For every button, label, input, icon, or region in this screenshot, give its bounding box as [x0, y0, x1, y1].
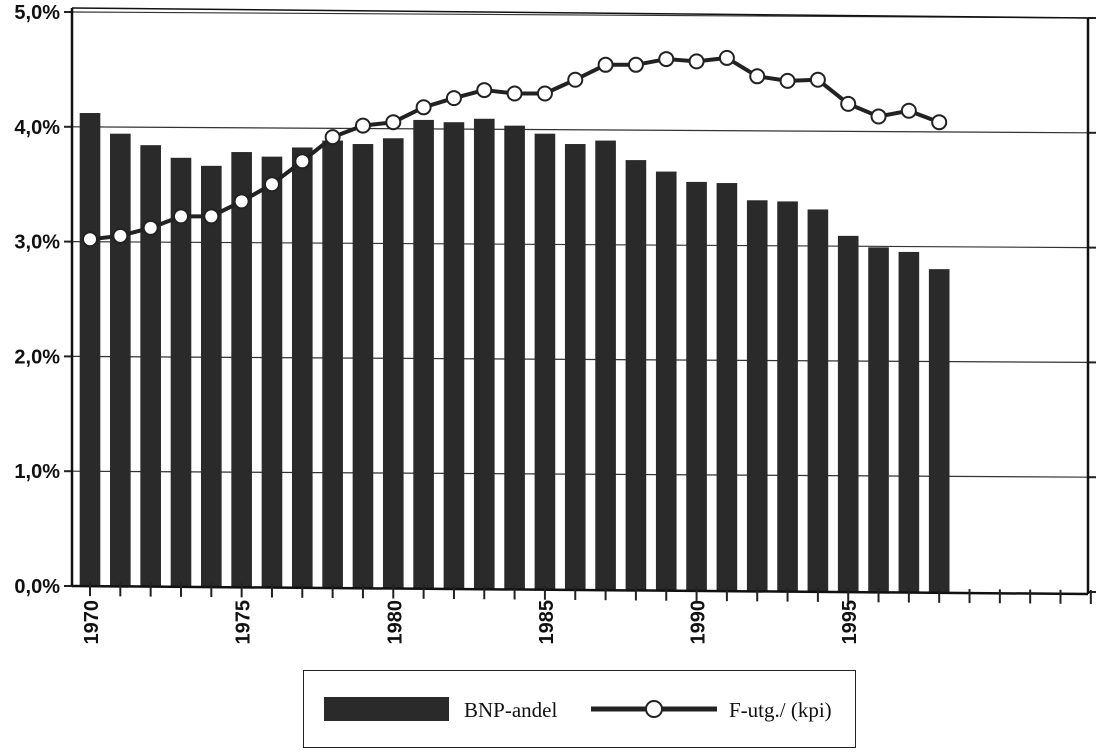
- y-tick-label: 2,0%: [14, 346, 60, 368]
- data-point: [112, 227, 129, 244]
- data-point: [385, 114, 402, 131]
- legend-bar-swatch: [324, 697, 449, 721]
- data-point: [142, 219, 159, 236]
- bar: [716, 183, 738, 592]
- data-point: [931, 114, 948, 131]
- top-gridline: [71, 7, 1089, 19]
- data-point: [567, 71, 584, 88]
- data-point: [627, 56, 644, 73]
- data-point: [203, 208, 220, 225]
- data-point: [172, 208, 189, 225]
- bar: [110, 133, 131, 587]
- x-tick-label: 1990: [688, 600, 710, 645]
- bar: [443, 122, 465, 590]
- x-tick-label: 1975: [233, 600, 255, 645]
- bar: [170, 157, 192, 587]
- data-point: [840, 95, 857, 112]
- bar-series-bnp-andel: [79, 113, 950, 593]
- bar: [686, 181, 707, 591]
- y-tick-label: 5,0%: [14, 2, 60, 24]
- y-tick-label: 1,0%: [14, 461, 60, 483]
- data-point: [445, 90, 462, 107]
- line-series-f-utg: [82, 49, 948, 248]
- data-point: [263, 176, 280, 193]
- data-point: [506, 85, 523, 102]
- bar: [777, 201, 798, 592]
- data-point: [294, 153, 311, 170]
- legend-line-swatch: [591, 700, 717, 718]
- data-point: [718, 49, 735, 66]
- y-tick-labels: 0,0% 1,0% 2,0% 3,0% 4,0% 5,0%: [14, 2, 60, 598]
- x-tick-label: 1980: [384, 600, 406, 645]
- bar: [595, 140, 616, 591]
- data-point: [324, 129, 341, 146]
- data-point: [476, 82, 493, 99]
- bar: [868, 247, 889, 593]
- bar: [625, 160, 647, 591]
- axes: [64, 8, 1096, 605]
- data-point: [597, 56, 614, 73]
- x-tick-labels: 1970 1975 1980 1985 1990 1995: [81, 600, 861, 645]
- data-point: [809, 71, 826, 88]
- bar: [807, 209, 829, 592]
- bar: [201, 165, 222, 588]
- data-point: [900, 102, 917, 119]
- data-point: [233, 193, 250, 210]
- bar: [382, 138, 404, 589]
- data-point: [415, 99, 432, 116]
- y-tick-label: 4,0%: [14, 117, 60, 139]
- data-point: [658, 51, 675, 68]
- gridline: [71, 126, 1089, 134]
- bar: [352, 144, 374, 589]
- x-tick-label: 1985: [536, 600, 558, 645]
- legend-bar-label: BNP-andel: [464, 698, 558, 722]
- x-tick-label: 1995: [839, 600, 861, 645]
- bar: [504, 125, 525, 590]
- bar: [534, 133, 556, 590]
- data-point: [688, 53, 705, 70]
- bar: [291, 147, 313, 588]
- data-point: [749, 68, 766, 85]
- data-point: [82, 231, 98, 248]
- bar: [322, 140, 343, 589]
- bar: [837, 235, 859, 593]
- bar: [746, 200, 768, 592]
- legend: BNP-andel F-utg./ (kpi): [303, 670, 856, 748]
- bar: [473, 118, 495, 590]
- bar: [413, 119, 434, 589]
- legend-line-label: F-utg./ (kpi): [729, 698, 832, 722]
- data-point: [779, 72, 796, 89]
- data-point: [536, 85, 553, 102]
- data-point: [870, 108, 887, 125]
- bar: [261, 156, 283, 588]
- bar: [898, 251, 920, 593]
- bar: [231, 152, 252, 588]
- bar: [140, 145, 161, 587]
- x-tick-label: 1970: [81, 600, 103, 645]
- bar: [564, 144, 586, 590]
- data-point: [354, 117, 371, 134]
- y-tick-label: 0,0%: [14, 576, 60, 598]
- bar: [79, 113, 101, 587]
- bar: [928, 269, 950, 593]
- y-tick-label: 3,0%: [14, 232, 60, 254]
- bar: [655, 171, 677, 591]
